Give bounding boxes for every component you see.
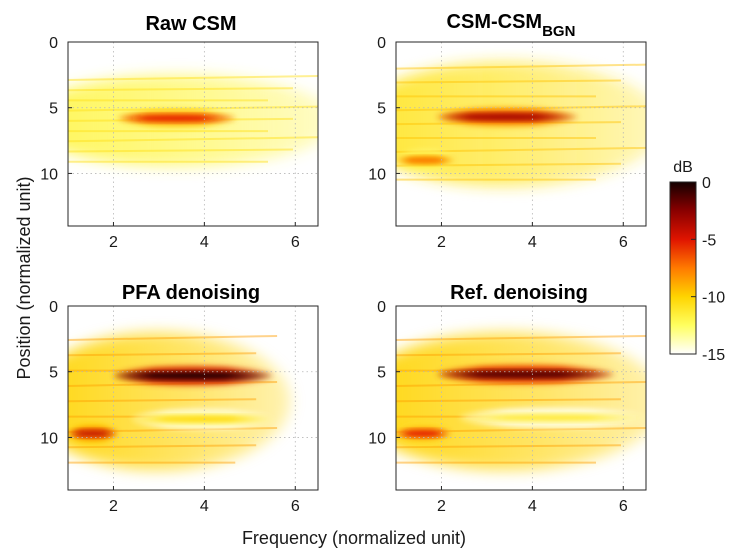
x-tick-label: 6 <box>619 234 628 251</box>
axes-frame <box>395 305 647 491</box>
x-tick-label: 4 <box>528 234 537 251</box>
band-striation <box>68 136 318 143</box>
heatmap <box>68 42 318 213</box>
band-striation <box>68 74 318 81</box>
panel-csm-bgn: CSM-CSMBGN 2 4 6 0 5 10 <box>368 11 647 251</box>
x-tick-label: 6 <box>291 234 300 251</box>
y-axis-label: Position (normalized unit) <box>14 176 34 379</box>
heatmap <box>396 322 646 485</box>
panel-pfa-denoising: PFA denoising 2 4 6 0 5 10 <box>40 282 319 515</box>
ridge-mark <box>396 157 456 164</box>
x-tick-label: 6 <box>619 498 628 515</box>
y-tick-label: 5 <box>49 365 58 382</box>
ridge-mark <box>436 371 615 378</box>
ridge-mark <box>396 430 451 437</box>
band-striation <box>396 334 646 341</box>
ridge-mark <box>459 414 646 421</box>
x-tick-label: 4 <box>528 498 537 515</box>
band-striation <box>68 334 278 341</box>
ridge-mark <box>131 416 273 423</box>
panel-title: Raw CSM <box>145 13 236 35</box>
x-tick-label: 2 <box>437 234 446 251</box>
panel-ref-denoising: Ref. denoising 2 4 6 0 5 10 <box>368 282 647 515</box>
x-tick-label: 4 <box>200 498 209 515</box>
colorbar-label: dB <box>673 159 693 176</box>
band-striation <box>396 398 622 403</box>
colorbar: dB 0 -5 -10 -15 <box>669 159 725 364</box>
y-tick-label: 0 <box>377 35 386 52</box>
ridge-mark <box>118 115 237 122</box>
heatmap <box>68 322 291 485</box>
ridge-mark <box>436 113 578 120</box>
band-striation <box>396 352 622 357</box>
y-tick-label: 10 <box>368 430 386 447</box>
band-striation <box>396 79 622 84</box>
axes-frame <box>67 41 319 227</box>
y-tick-label: 10 <box>40 430 58 447</box>
y-tick-label: 5 <box>377 365 386 382</box>
y-tick-label: 10 <box>368 166 386 183</box>
band-striation <box>68 148 294 153</box>
band-region <box>68 332 291 471</box>
y-tick-label: 0 <box>49 35 58 52</box>
panel-title: PFA denoising <box>122 282 260 304</box>
heatmap <box>396 51 646 201</box>
ridge-mark <box>68 430 118 437</box>
colorbar-tick-label: -5 <box>702 232 716 249</box>
x-tick-label: 2 <box>109 498 118 515</box>
panel-title: CSM-CSMBGN <box>447 11 576 40</box>
band-striation <box>396 63 646 70</box>
ridge-mark <box>113 372 273 379</box>
panel-title: Ref. denoising <box>450 282 588 304</box>
x-tick-label: 6 <box>291 498 300 515</box>
axes-frame <box>67 305 319 491</box>
y-tick-label: 5 <box>377 101 386 118</box>
colorbar-tick-label: 0 <box>702 175 711 192</box>
colorbar-tick-label: -15 <box>702 347 725 364</box>
y-tick-label: 5 <box>49 101 58 118</box>
colorbar-gradient <box>669 181 697 355</box>
panel-raw-csm: Raw CSM 2 4 6 0 5 10 <box>40 13 319 251</box>
x-axis-label: Frequency (normalized unit) <box>242 528 466 548</box>
band-striation <box>68 87 294 92</box>
x-tick-label: 2 <box>109 234 118 251</box>
band-striation <box>396 444 622 449</box>
colorbar-tick-label: -10 <box>702 290 725 307</box>
x-tick-label: 4 <box>200 234 209 251</box>
y-tick-label: 10 <box>40 166 58 183</box>
x-tick-label: 2 <box>437 498 446 515</box>
y-tick-label: 0 <box>49 299 58 316</box>
y-tick-label: 0 <box>377 299 386 316</box>
axes-frame <box>395 41 647 227</box>
